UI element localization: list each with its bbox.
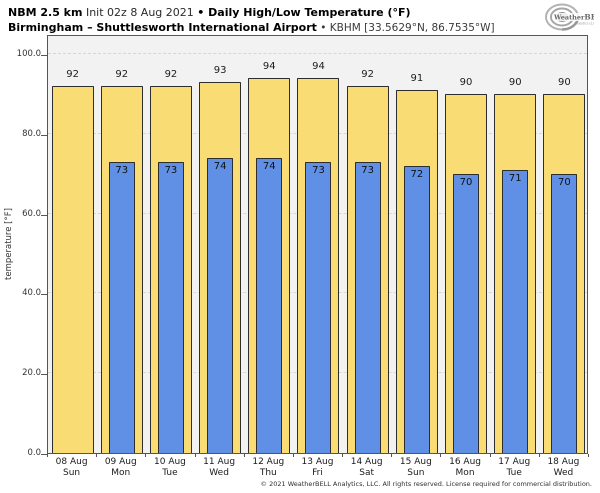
x-tick-label-9: 16 Aug Mon (449, 457, 481, 478)
high-bar (51, 85, 94, 453)
bar-group-5: 94 74 (245, 36, 294, 453)
x-tick-label-7: 14 Aug Sat (350, 457, 383, 478)
subtitle-station-name: Birmingham – Shuttlesworth International… (8, 21, 317, 34)
high-value-label: 90 (508, 76, 522, 88)
low-bar: 71 (502, 169, 529, 453)
low-value-label: 74 (262, 160, 276, 172)
y-tick-20 (41, 374, 47, 376)
x-tick-4 (243, 454, 245, 457)
weatherbell-swirl-icon: WeatherBELL Analytics LLC (545, 3, 600, 31)
chart-header: NBM 2.5 km Init 02z 8 Aug 2021 • Daily H… (8, 5, 495, 36)
low-bar: 73 (354, 161, 381, 453)
high-value-label: 91 (410, 72, 424, 84)
high-value-label: 94 (312, 60, 325, 72)
bar-group-4: 93 74 (196, 36, 245, 453)
chart-title: NBM 2.5 km Init 02z 8 Aug 2021 • Daily H… (8, 5, 495, 20)
x-tick-11 (588, 454, 589, 457)
title-model: NBM 2.5 km (8, 6, 83, 19)
low-value-label: 73 (361, 164, 375, 176)
x-tick-label-4: 11 Aug Wed (203, 457, 236, 478)
y-tick-60 (41, 214, 47, 216)
y-tick-label-40: 40.0 (22, 288, 41, 299)
bar-group-2: 92 73 (97, 36, 146, 453)
low-value-label: 70 (459, 176, 473, 188)
y-tick-100 (41, 54, 47, 56)
y-tick-label-60: 60.0 (22, 208, 41, 219)
low-value-label: 74 (213, 160, 227, 172)
y-tick-label-100: 100.0 (16, 48, 41, 59)
x-tick-2 (145, 454, 147, 457)
gridline-100 (48, 52, 587, 54)
high-value-label: 92 (66, 68, 79, 80)
high-value-label: 93 (213, 64, 227, 76)
high-value-label: 94 (262, 60, 276, 72)
logo-text-analytics: Analytics LLC (574, 22, 594, 26)
low-bar: 73 (157, 161, 184, 453)
low-value-label: 73 (164, 164, 178, 176)
x-tick-10 (538, 454, 540, 457)
logo-text-weather: Weather (553, 14, 585, 22)
low-bar: 70 (551, 173, 578, 453)
bar-group-6: 94 73 (294, 36, 343, 453)
low-bar: 72 (403, 165, 430, 453)
high-value-label: 92 (115, 68, 129, 80)
x-tick-5 (292, 454, 294, 457)
low-bar: 73 (108, 161, 135, 453)
y-tick-label-20: 20.0 (22, 368, 41, 379)
copyright-text: © 2021 WeatherBELL Analytics, LLC. All r… (260, 480, 592, 488)
bar-group-8: 91 72 (392, 36, 441, 453)
bar-group-9: 90 70 (441, 36, 490, 453)
x-tick-6 (342, 454, 344, 457)
low-value-label: 73 (312, 164, 325, 176)
x-tick-label-1: 08 Aug Sun (55, 457, 88, 478)
x-tick-label-10: 17 Aug Tue (498, 457, 531, 478)
y-tick-label-0: 0.0 (27, 448, 41, 458)
x-tick-8 (440, 454, 442, 457)
x-tick-7 (391, 454, 393, 457)
bar-group-10: 90 71 (491, 36, 540, 453)
low-value-label: 71 (508, 172, 522, 184)
low-value-label: 70 (558, 176, 571, 188)
x-tick-0 (47, 454, 48, 457)
y-tick-0 (41, 454, 47, 455)
low-value-label: 72 (410, 168, 424, 180)
x-tick-label-3: 10 Aug Tue (154, 457, 186, 478)
bar-group-1: 92 (48, 36, 97, 453)
low-bar: 70 (453, 173, 480, 453)
x-tick-label-6: 13 Aug Fri (301, 457, 334, 478)
chart-subtitle: Birmingham – Shuttlesworth International… (8, 20, 495, 36)
x-tick-1 (96, 454, 98, 457)
low-bar: 73 (305, 161, 332, 453)
y-tick-80 (41, 134, 47, 136)
y-tick-label-80: 80.0 (22, 128, 41, 139)
high-value-label: 90 (558, 76, 571, 88)
logo-text-bell: BELL (584, 13, 594, 22)
bar-group-7: 92 73 (343, 36, 392, 453)
low-bar: 74 (256, 157, 283, 453)
weatherbell-logo: WeatherBELL Analytics LLC (544, 2, 600, 34)
low-bar: 74 (207, 157, 234, 453)
x-tick-label-11: 18 Aug Wed (547, 457, 580, 478)
plot-area: 92 92 73 92 73 93 74 94 74 94 73 92 73 91 72 90 70 90 71 90… (47, 35, 588, 454)
x-tick-label-8: 15 Aug Sun (399, 457, 432, 478)
x-tick-3 (194, 454, 196, 457)
y-tick-40 (41, 294, 47, 296)
x-tick-label-5: 12 Aug Thu (252, 457, 285, 478)
title-variable: • Daily High/Low Temperature (°F) (197, 6, 411, 19)
x-tick-9 (489, 454, 491, 457)
bar-group-11: 90 70 (540, 36, 589, 453)
high-value-label: 92 (164, 68, 178, 80)
x-tick-label-2: 09 Aug Mon (104, 457, 137, 478)
title-init: Init 02z 8 Aug 2021 (82, 6, 198, 19)
subtitle-station-coords: • KBHM [33.5629°N, 86.7535°W] (316, 22, 495, 34)
svg-text:WeatherBELL: WeatherBELL (553, 13, 594, 22)
bar-group-3: 92 73 (146, 36, 195, 453)
high-value-label: 92 (361, 68, 375, 80)
high-value-label: 90 (459, 76, 473, 88)
low-value-label: 73 (115, 164, 129, 176)
